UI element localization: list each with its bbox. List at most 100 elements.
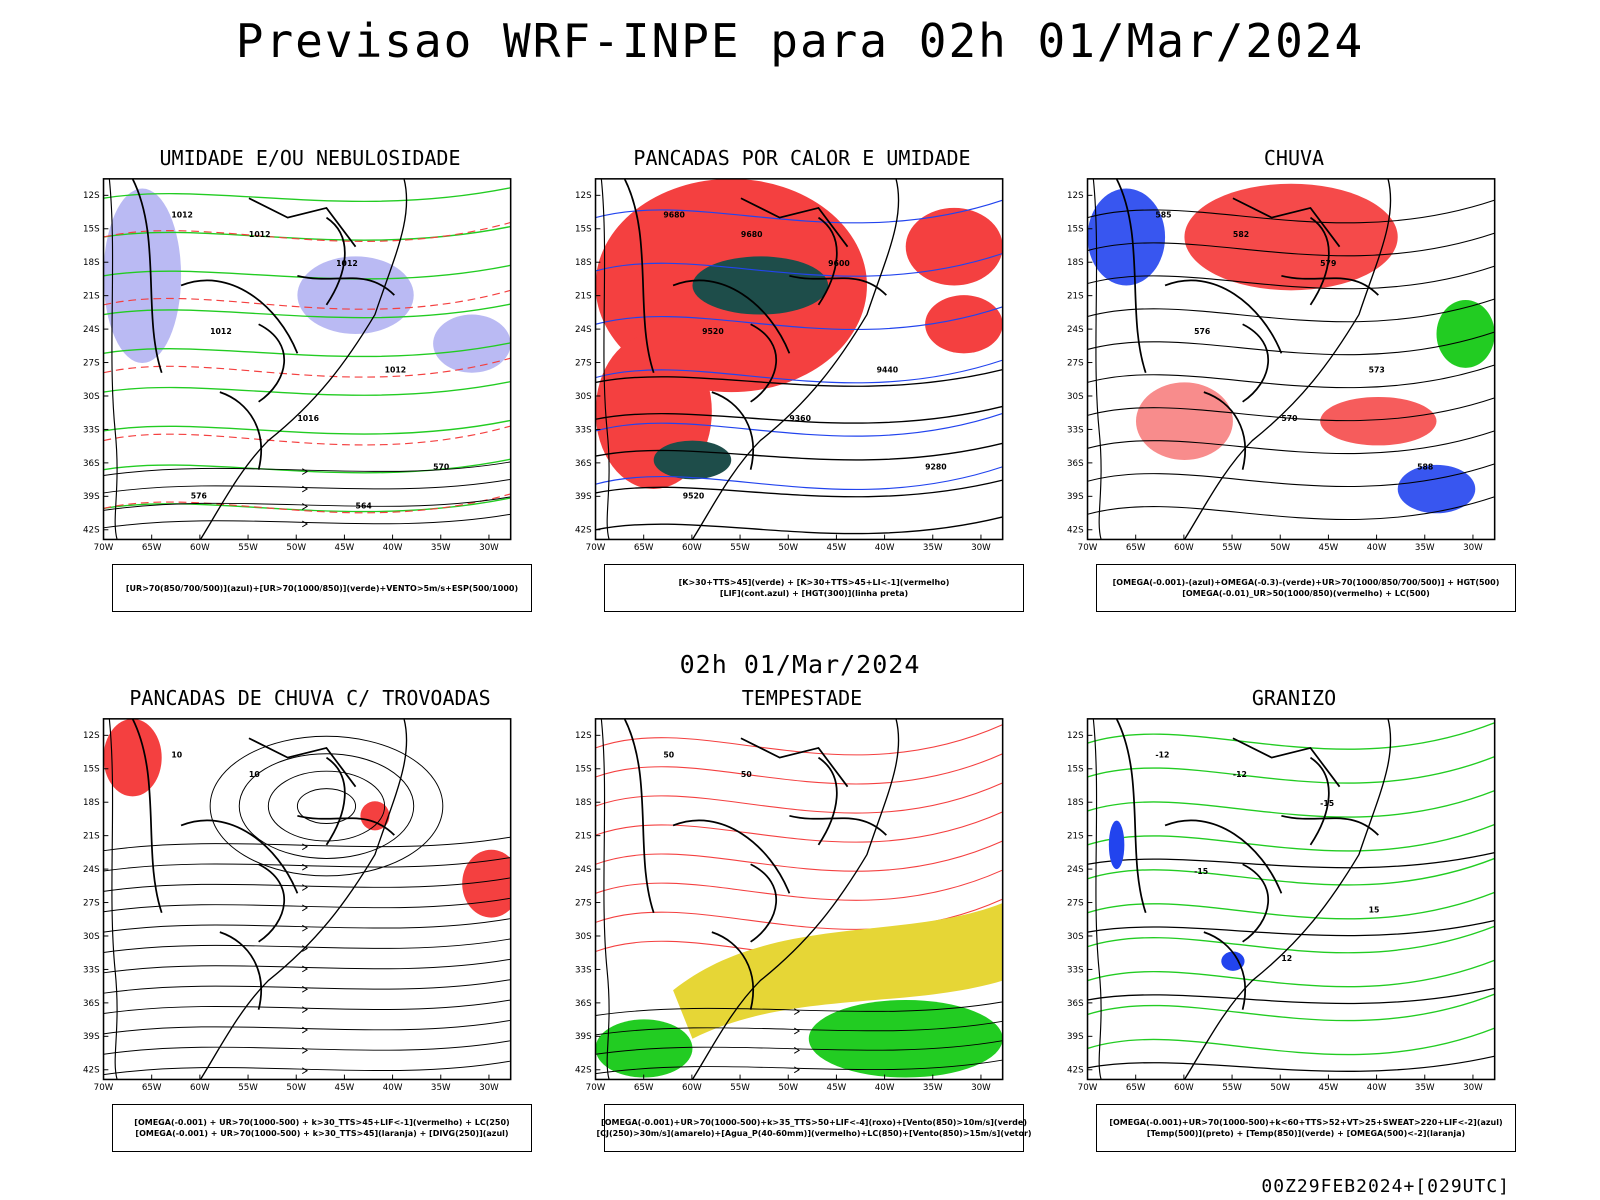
country-border	[1281, 814, 1379, 836]
wind-vector	[595, 1059, 1003, 1075]
contour-label: 1012	[210, 327, 232, 336]
coastline-west	[600, 178, 610, 540]
longitude-label: 45W	[827, 1083, 847, 1093]
circulation-contour	[296, 788, 357, 824]
contour-label: 10	[249, 770, 260, 779]
legend-line: [OMEGA(-0.001)+UR>70(1000-500)+k>35_TTS>…	[601, 1118, 1027, 1127]
latitude-label: 18S	[1067, 258, 1084, 268]
streamline-arrow	[301, 965, 309, 973]
rain-area-blue	[1397, 464, 1476, 514]
latitude-label: 12S	[83, 191, 100, 201]
country-border	[131, 178, 163, 373]
country-border	[325, 216, 346, 306]
latitude-label: 33S	[83, 965, 100, 975]
wind-vector	[595, 1020, 1003, 1036]
panel-legend: [OMEGA(-0.001) + UR>70(1000-500) + k>30_…	[112, 1104, 532, 1152]
latitude-label: 12S	[83, 731, 100, 741]
latitude-label: 15S	[83, 225, 100, 235]
country-border	[1281, 274, 1379, 296]
latitude-label: 42S	[575, 1066, 592, 1076]
panel-legend: [OMEGA(-0.001)+UR>70(1000-500)+k<60+TTS>…	[1096, 1104, 1516, 1152]
longitude-label: 40W	[875, 543, 895, 553]
forecast-panel: CHUVA 585 582 579 576 573 570 588 12S 15S 18S 21S 24…	[1054, 146, 1534, 616]
coastline	[691, 718, 900, 1080]
humidity-area-blue	[297, 256, 414, 334]
instability-area-teal	[653, 440, 732, 480]
latitude-label: 42S	[83, 526, 100, 536]
latitude-label: 15S	[83, 765, 100, 775]
country-border	[180, 279, 299, 354]
rain-area-red	[1135, 382, 1233, 460]
streamline	[103, 856, 511, 872]
jet-stream-area	[673, 903, 1003, 1039]
legend-line: [CJ(250)>30m/s](amarelo)+[Agua_P(40-60mm…	[596, 1129, 1032, 1138]
temp-500-contour	[1087, 1055, 1495, 1072]
contour-label: 1016	[297, 414, 319, 423]
latitude-label: 18S	[575, 798, 592, 808]
humidity-contour-green	[103, 458, 511, 474]
rain-area-blue	[1087, 188, 1166, 286]
latitude-label: 33S	[1067, 425, 1084, 435]
latitude-label: 36S	[575, 459, 592, 469]
humidity-contour-green	[103, 342, 511, 358]
longitude-label: 40W	[1367, 543, 1387, 553]
latitude-label: 33S	[1067, 965, 1084, 975]
longitude-label: 40W	[1367, 1083, 1387, 1093]
wind-850-area-green	[595, 1019, 693, 1078]
longitude-label: 40W	[383, 1083, 403, 1093]
streamline	[103, 1019, 511, 1035]
forecast-panel: PANCADAS DE CHUVA C/ TROVOADAS 10 10 12S 15S…	[70, 686, 550, 1156]
country-border	[789, 814, 887, 836]
forecast-time-subtitle: 02h 01/Mar/2024	[679, 650, 921, 679]
temp-850-contour	[1087, 756, 1495, 784]
latitude-label: 33S	[575, 425, 592, 435]
contour-label: 12	[1281, 954, 1292, 963]
country-border	[1242, 323, 1270, 403]
longitude-label: 65W	[634, 1083, 654, 1093]
thunderstorm-area-red	[360, 801, 390, 831]
streamline	[103, 999, 511, 1015]
precipitable-water-contour	[595, 840, 1003, 872]
contour-label: -12	[1233, 770, 1247, 779]
longitude-label: 50W	[1270, 1083, 1290, 1093]
map-frame	[594, 718, 1004, 1081]
legend-line: [OMEGA(-0.001) + UR>70(1000-500) + k>30_…	[135, 1129, 509, 1138]
latitude-label: 24S	[1067, 865, 1084, 875]
latitude-label: 30S	[83, 932, 100, 942]
temp-500-contour	[1087, 987, 1495, 1005]
streamline-arrow	[301, 863, 309, 871]
country-border	[1115, 718, 1147, 913]
longitude-label: 40W	[875, 1083, 895, 1093]
streamline-arrow	[301, 884, 309, 891]
forecast-map: -12 -12 -15 -15 15 12 12S 15S 18S 21S 24S 27S 30S 33S…	[1067, 718, 1496, 1093]
streamline	[103, 836, 511, 852]
longitude-label: 60W	[190, 1083, 210, 1093]
wind-vector	[595, 1040, 1003, 1055]
latitude-label: 24S	[1067, 325, 1084, 335]
lifted-index-contour	[595, 252, 1003, 277]
country-border	[672, 819, 791, 894]
country-border	[1164, 279, 1283, 354]
height-500-contour	[1087, 364, 1495, 389]
longitude-label: 65W	[1126, 1083, 1146, 1093]
height-500-contour	[1087, 430, 1495, 455]
longitude-label: 70W	[1078, 543, 1098, 553]
contour-label: 573	[1369, 366, 1385, 375]
forecast-panel: GRANIZO -12 -12 -15 -15 15 12 12S 15S 18S 21S 24S 27…	[1054, 686, 1534, 1156]
contour-label: 570	[1281, 414, 1298, 423]
panel-title: CHUVA	[1263, 146, 1325, 170]
thickness-contour-red	[103, 493, 511, 514]
longitude-label: 60W	[682, 543, 702, 553]
latitude-label: 24S	[575, 325, 592, 335]
longitude-label: 45W	[335, 1083, 355, 1093]
wind-vector	[103, 478, 511, 494]
longitude-label: 30W	[479, 543, 499, 553]
temp-850-contour	[1087, 722, 1495, 750]
streamline-arrow	[301, 985, 309, 993]
longitude-label: 55W	[1222, 1083, 1242, 1093]
latitude-label: 21S	[1067, 292, 1084, 302]
precipitable-water-contour	[595, 724, 1003, 756]
height-300-contour	[595, 479, 1003, 498]
longitude-label: 30W	[479, 1083, 499, 1093]
latitude-label: 36S	[1067, 999, 1084, 1009]
